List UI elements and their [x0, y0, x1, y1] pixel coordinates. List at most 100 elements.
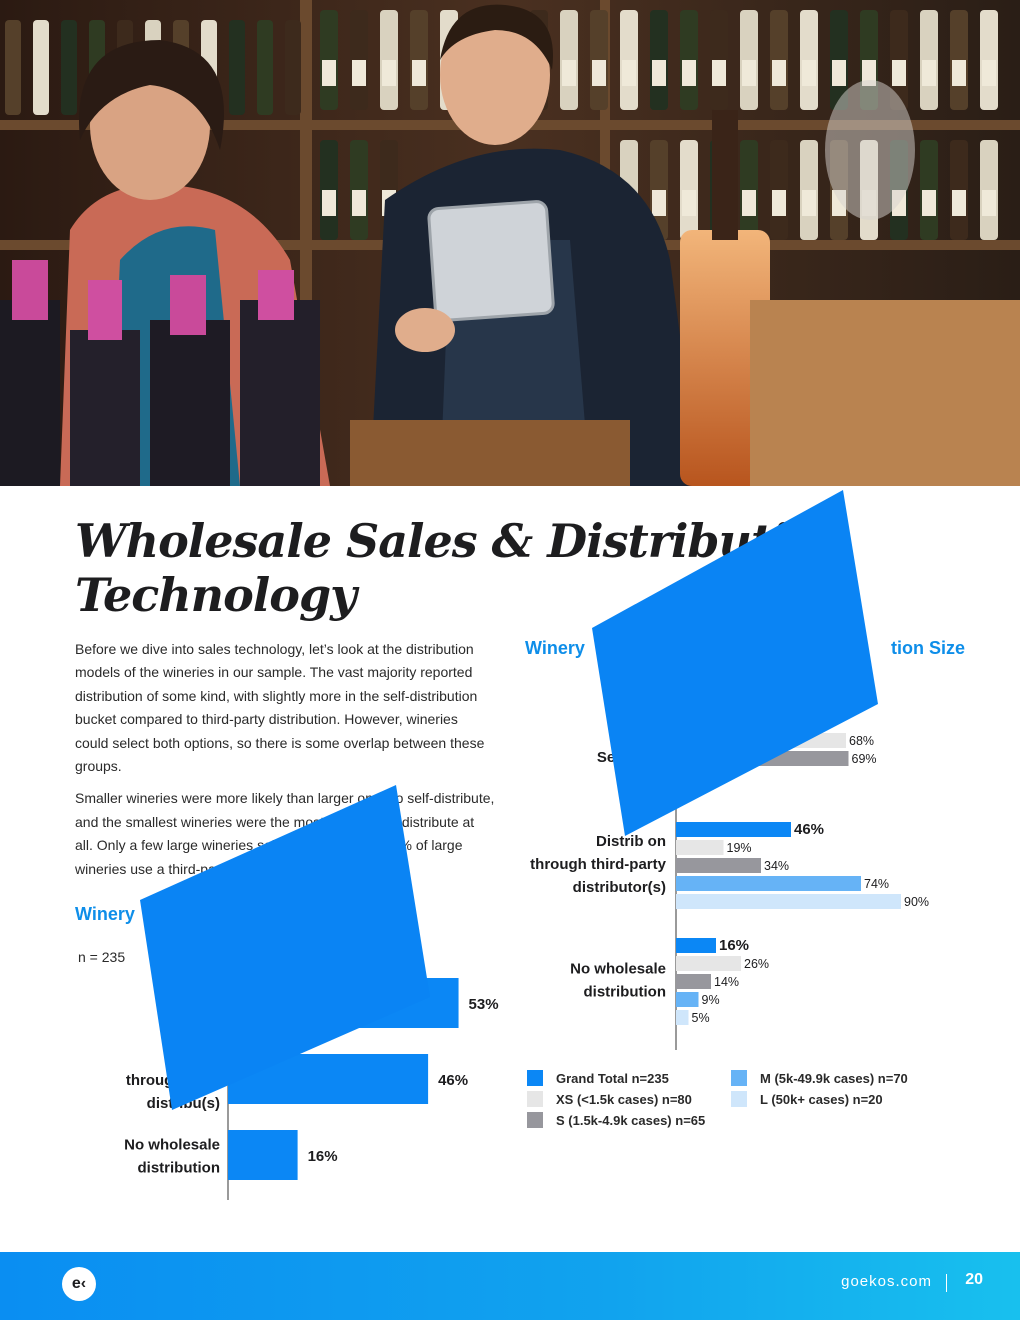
title-line-1: Wholesale Sales & Distributio [75, 514, 818, 568]
chart1-category-label: distribution [138, 1160, 221, 1177]
legend-label: M (5k-49.9k cases) n=70 [760, 1070, 908, 1086]
shelf-bottle [285, 20, 301, 115]
chart1-bar [228, 1130, 298, 1180]
legend-item: Grand Total n=235 [527, 1070, 669, 1086]
chart2-category-label: Self-distri [597, 749, 666, 766]
chart2-bar [676, 894, 901, 909]
body-text: Before we dive into sales technology, le… [75, 638, 495, 890]
bottle-label [352, 60, 366, 86]
bottle-label [922, 190, 936, 216]
chart2-value-label: 19% [727, 841, 752, 855]
chart1-category-label: distribu(s) [147, 1095, 220, 1112]
footer: e‹ goekos.com 20 [0, 1252, 1020, 1320]
page-number: 20 [965, 1271, 983, 1288]
chart2-bar [676, 858, 761, 873]
distribution-chart: 53% Self-dist 46% Distr through third distrib… [124, 970, 499, 1200]
chart2-value-label: 46% [794, 821, 824, 838]
legend-label: Grand Total n=235 [556, 1070, 669, 1086]
chart2-bar [676, 733, 846, 748]
chart2-bar [676, 938, 716, 953]
shelf-bottle [33, 20, 49, 115]
chart1-bar [228, 1054, 429, 1104]
chart2-bar [676, 956, 741, 971]
legend-swatch [731, 1091, 747, 1107]
bottle-label [832, 60, 846, 86]
bottle-label [802, 190, 816, 216]
chart2-value-label: 34% [764, 859, 789, 873]
legend-swatch [527, 1112, 543, 1128]
chart2-category-label: distributor(s) [573, 879, 666, 896]
bottle-label [862, 60, 876, 86]
bottle-label [412, 60, 426, 86]
chart1-category-label: No wholesale [124, 1137, 220, 1154]
chart2-category-label: through third-party [530, 856, 666, 873]
bottle-label [922, 60, 936, 86]
chart2-value-label: 68% [849, 734, 874, 748]
bottle-label [982, 190, 996, 216]
chart2-bar [676, 992, 699, 1007]
bottle-label [682, 60, 696, 86]
bottle-label [712, 60, 726, 86]
chart2-category-label: distribution [584, 984, 667, 1001]
chart2-bar [676, 751, 849, 766]
bottle-label [622, 60, 636, 86]
title-line-2: Technology [75, 568, 357, 622]
chart2-bar [676, 840, 724, 855]
ekos-logo[interactable]: e‹ [62, 1267, 96, 1301]
bottle-label [352, 190, 366, 216]
chart2-category-label: Distrib on [596, 833, 666, 850]
legend-item: L (50k+ cases) n=20 [731, 1091, 883, 1107]
shelf-bottle [61, 20, 77, 115]
chart2-value-label: 74% [864, 877, 889, 891]
shelf-bottle [229, 20, 245, 115]
chart2-title-right: tion Size [890, 638, 965, 658]
legend-item: M (5k-49.9k cases) n=70 [731, 1070, 908, 1086]
bottle-label [322, 190, 336, 216]
legend-item: XS (<1.5k cases) n=80 [527, 1091, 692, 1107]
bottle-label [982, 60, 996, 86]
chart2-bar [676, 715, 809, 730]
chart2-category-label: No wholesale [570, 961, 666, 978]
bottle-label [682, 190, 696, 216]
bottle-label [952, 60, 966, 86]
footer-url[interactable]: goekos.com [841, 1273, 932, 1290]
bottle-label [772, 60, 786, 86]
chart1-value-label: 16% [308, 1148, 338, 1165]
bottle-label [322, 60, 336, 86]
bottle-label [892, 60, 906, 86]
chart2-value-label: 90% [904, 895, 929, 909]
bottle-label [742, 60, 756, 86]
chart-legend: Grand Total n=235 XS (<1.5k cases) n=80 S … [527, 1070, 967, 1134]
bottle-label [652, 190, 666, 216]
chart1-category-label: Distr [186, 1049, 220, 1066]
bottle-label [952, 190, 966, 216]
wine-shop-photo [0, 0, 1020, 486]
page-title: Wholesale Sales & Distributio Technology [75, 514, 975, 622]
chart2-value-label: 14% [714, 975, 739, 989]
chart1-sample-size: n = 235 [78, 949, 126, 965]
chart1-category-label: through third [126, 1072, 220, 1089]
paragraph-2: Smaller wineries were more likely than l… [75, 790, 495, 877]
chart2-bar [676, 876, 861, 891]
chart2-value-label: 26% [744, 957, 769, 971]
distribution-by-size-chart: 68% 69% Self-distri 46% 19% 34% 74% 90% Distrib … [530, 715, 929, 1050]
legend-swatch [527, 1091, 543, 1107]
foreground-bottles [0, 80, 1020, 486]
bottle-label [742, 190, 756, 216]
footer-divider [946, 1274, 947, 1292]
chart2-value-label: 9% [702, 993, 720, 1007]
legend-label: L (50k+ cases) n=20 [760, 1091, 883, 1107]
shelf-bottle [5, 20, 21, 115]
bottle-label [772, 190, 786, 216]
chart2-value-label: 69% [852, 752, 877, 766]
legend-swatch [527, 1070, 543, 1086]
legend-swatch [731, 1070, 747, 1086]
bottle-label [592, 60, 606, 86]
chart2-value-label: 5% [692, 1011, 710, 1025]
chart2-bar [676, 1010, 689, 1025]
legend-label: S (1.5k-4.9k cases) n=65 [556, 1112, 706, 1128]
bottle-label [382, 60, 396, 86]
hero-photo [0, 0, 1020, 486]
paragraph-1: Before we dive into sales technology, le… [75, 641, 485, 775]
chart1-category-label: Self-dist [161, 996, 220, 1013]
